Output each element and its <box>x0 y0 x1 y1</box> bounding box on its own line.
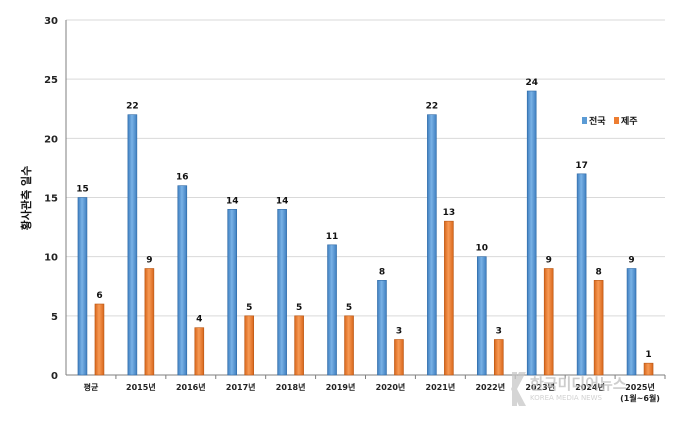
watermark-sub-text: KOREA MEDIA NEWS <box>530 394 603 402</box>
data-label: 8 <box>379 267 385 277</box>
data-label: 5 <box>296 303 302 313</box>
bar <box>194 327 205 376</box>
bar <box>94 303 105 376</box>
data-label: 24 <box>525 78 538 88</box>
legend-swatch <box>614 117 619 124</box>
x-tick-sublabel: (1월~6월) <box>620 393 660 403</box>
bar <box>244 315 255 376</box>
watermark-logo-icon <box>511 372 526 406</box>
bar <box>377 280 387 376</box>
data-label: 1 <box>645 350 651 360</box>
bar <box>643 362 654 376</box>
data-label: 3 <box>496 327 502 337</box>
data-label: 10 <box>476 244 489 254</box>
x-tick-label: 2021년 <box>426 382 456 392</box>
bar <box>493 339 504 376</box>
bar <box>543 268 554 376</box>
legend-label: 전국 <box>589 115 606 127</box>
data-label: 15 <box>76 185 89 195</box>
data-label: 9 <box>628 256 634 266</box>
data-label: 22 <box>126 102 139 112</box>
bar <box>127 114 138 376</box>
data-label: 5 <box>246 303 252 313</box>
bar <box>144 268 155 376</box>
bars <box>77 90 654 376</box>
bar <box>476 256 487 376</box>
bar <box>576 173 587 376</box>
data-label: 11 <box>326 232 339 242</box>
bar <box>294 315 304 376</box>
legend-swatch <box>582 117 587 124</box>
bar <box>593 280 604 376</box>
data-label: 5 <box>346 303 352 313</box>
y-axis-title: 황사관측 일수 <box>19 166 33 231</box>
legend-label: 제주 <box>621 115 638 127</box>
y-tick-label: 15 <box>44 194 58 205</box>
data-label: 9 <box>146 256 152 266</box>
data-label: 17 <box>575 161 588 171</box>
gridlines <box>66 19 665 317</box>
data-label: 16 <box>176 173 189 183</box>
data-label: 8 <box>595 267 601 277</box>
bar <box>277 209 287 376</box>
data-label: 22 <box>426 102 439 112</box>
x-tick-label: 2020년 <box>376 382 406 392</box>
y-tick-label: 30 <box>44 16 58 27</box>
y-tick-label: 25 <box>44 75 58 86</box>
bar <box>427 114 437 376</box>
bar <box>327 244 337 376</box>
data-label: 3 <box>396 327 402 337</box>
x-tick-label: 평균 <box>84 382 99 392</box>
bar <box>177 185 188 376</box>
y-tick-label: 20 <box>44 134 58 145</box>
bar <box>77 197 88 376</box>
x-tick-label: 2015년 <box>126 382 156 392</box>
bar <box>227 209 238 376</box>
x-tick-label: 2016년 <box>176 382 206 392</box>
data-label: 9 <box>546 256 552 266</box>
bar <box>626 268 637 376</box>
y-tick-label: 10 <box>44 253 58 264</box>
x-tick-label: 2023년 <box>525 382 555 392</box>
x-tick-label: 2017년 <box>226 382 256 392</box>
bar <box>344 315 354 376</box>
bar <box>394 339 404 376</box>
bar <box>526 90 537 376</box>
legend: 전국 제주 <box>582 115 638 127</box>
data-label: 14 <box>226 196 239 206</box>
watermark-logo-text: 한국미디어뉴스 <box>530 375 627 393</box>
bar <box>444 220 454 376</box>
y-tick-label: 5 <box>51 312 58 323</box>
data-label: 13 <box>443 208 456 218</box>
x-tick-label: 2024년 <box>575 382 605 392</box>
data-label: 6 <box>96 291 102 301</box>
data-labels: 15 6 22 9 16 4 14 5 14 5 11 5 8 3 22 13 10 3 24 9 17 8 9 1 <box>76 78 651 360</box>
x-tick-label: 2022년 <box>475 382 505 392</box>
x-tick-label: 2018년 <box>276 382 306 392</box>
y-tick-label: 0 <box>51 371 58 382</box>
x-tick-label: 2025년 <box>625 382 655 392</box>
data-label: 4 <box>196 315 202 325</box>
data-label: 14 <box>276 196 289 206</box>
watermark: 한국미디어뉴스 KOREA MEDIA NEWS <box>511 372 627 406</box>
x-tick-label: 2019년 <box>326 382 356 392</box>
